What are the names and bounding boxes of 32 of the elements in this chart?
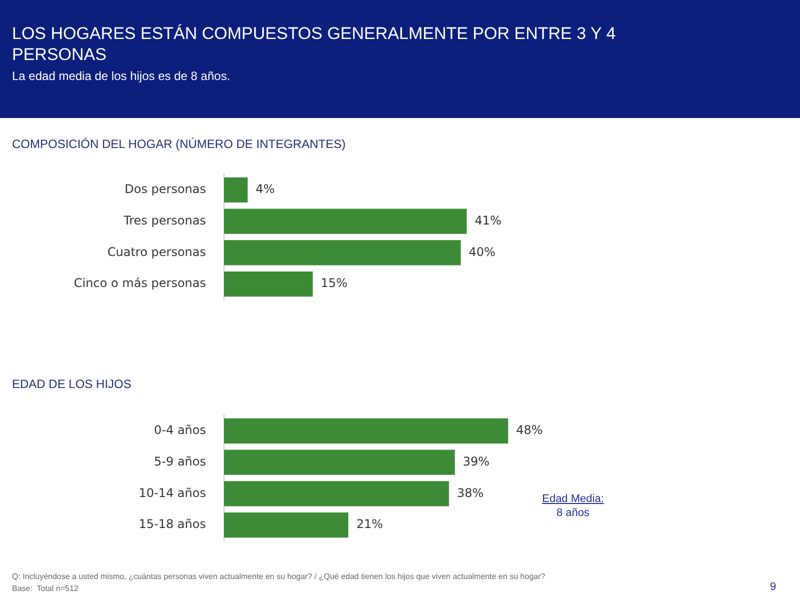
bar	[224, 481, 449, 506]
bar	[224, 450, 455, 475]
data-label: 4%	[256, 182, 275, 196]
y-tick-label: Cuatro personas	[107, 244, 206, 259]
text: La edad media de los hijos es de 8 años.	[12, 69, 230, 83]
bar	[224, 177, 248, 202]
data-label: 48%	[516, 423, 543, 438]
text: 9	[770, 581, 776, 593]
y-tick-label: 15-18 años	[138, 517, 206, 532]
data-label: 41%	[474, 213, 502, 228]
y-tick-label: 0-4 años	[154, 423, 206, 438]
bar	[224, 208, 467, 234]
text: EDAD DE LOS HIJOS	[12, 377, 132, 391]
bar	[224, 512, 348, 538]
y-tick-label: Cinco o más personas	[74, 276, 206, 290]
bar	[224, 272, 313, 297]
data-label: 39%	[462, 454, 490, 468]
y-tick-label: Dos personas	[124, 182, 206, 196]
bar	[224, 240, 461, 266]
y-tick-label: Tres personas	[122, 213, 206, 228]
text: Base: Total n=512	[12, 584, 78, 593]
data-label: 15%	[320, 276, 348, 290]
text: Q: Incluyéndose a usted mismo, ¿cuántas personas viven actualmente en su hogar? / ¿Qué edad tienen los hijos que viven actualmente en su hogar?	[12, 572, 546, 581]
data-label: 38%	[456, 486, 484, 500]
y-tick-label: 5-9 años	[154, 454, 206, 468]
text: Edad Media: 8 años	[542, 493, 604, 519]
chart-title: LOS HOGARES ESTÁN COMPUESTOS GENERALMENTE POR ENTRE 3 Y 4 PERSONAS	[12, 23, 617, 65]
y-tick-label: 10-14 años	[138, 486, 206, 500]
bar	[224, 418, 508, 444]
data-label: 40%	[468, 244, 496, 259]
text: COMPOSICIÓN DEL HOGAR (NÚMERO DE INTEGRANTES)	[12, 137, 346, 151]
data-label: 21%	[356, 517, 383, 532]
